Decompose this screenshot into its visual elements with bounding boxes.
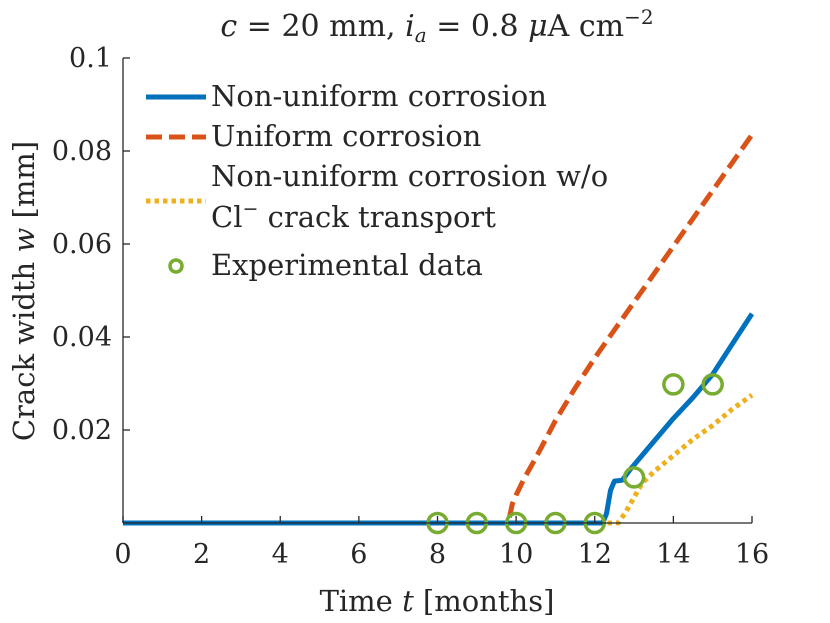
series-line-uniform (123, 133, 755, 526)
x-ticks: 0 2 4 6 8 10 12 14 16 (114, 516, 769, 570)
x-tick-label: 0 (114, 539, 131, 570)
chart-title: c = 20 mm, ia = 0.8 μA cm−2 (220, 5, 653, 47)
x-tick-label: 2 (193, 539, 210, 570)
series-line-nonuniform (123, 312, 755, 526)
x-tick-label: 4 (272, 539, 289, 570)
experimental-point (701, 373, 724, 396)
legend-label-no-cl-line2: Cl− crack transport (211, 198, 496, 234)
x-tick-label: 16 (735, 539, 769, 570)
x-tick-label: 6 (350, 539, 367, 570)
y-ticks: 0.02 0.04 0.06 0.08 0.1 (52, 43, 130, 446)
y-tick-label: 0.1 (69, 43, 112, 74)
y-axis-label: Crack width w [mm] (7, 141, 41, 441)
legend-label-experimental: Experimental data (211, 248, 483, 282)
legend-swatch-experimental (168, 258, 184, 274)
experimental-point (662, 373, 685, 396)
x-axis-label: Time t [months] (320, 584, 555, 618)
legend: Non-uniform corrosion Uniform corrosion … (146, 79, 608, 282)
y-tick-label: 0.08 (52, 136, 112, 167)
x-tick-label: 14 (656, 539, 690, 570)
series-line-no-cl (123, 393, 754, 526)
x-tick-label: 8 (429, 539, 446, 570)
y-tick-label: 0.02 (52, 415, 112, 446)
x-tick-label: 12 (578, 539, 612, 570)
legend-label-uniform: Uniform corrosion (211, 119, 481, 153)
experimental-point (622, 466, 646, 489)
x-tick-label: 10 (499, 539, 533, 570)
legend-label-no-cl-line1: Non-uniform corrosion w/o (211, 159, 608, 193)
y-tick-label: 0.06 (52, 229, 112, 260)
y-tick-label: 0.04 (52, 322, 112, 353)
legend-label-nonuniform: Non-uniform corrosion (211, 79, 547, 113)
